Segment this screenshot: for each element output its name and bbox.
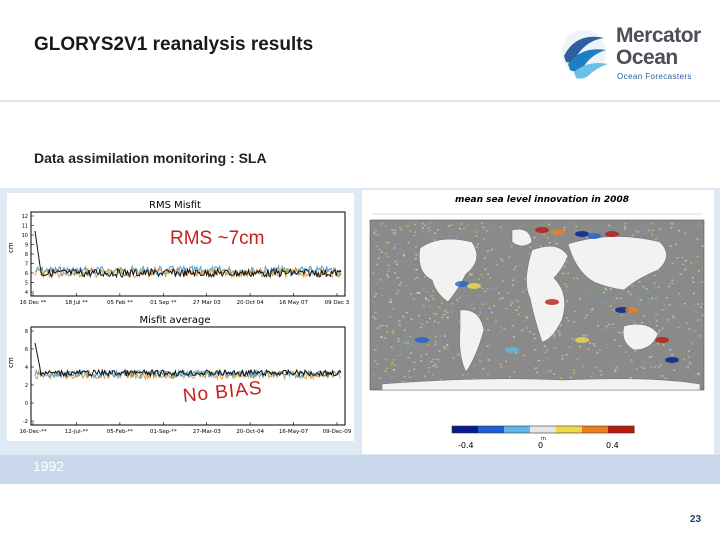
map-anomaly-patches — [415, 227, 679, 363]
rms-series-main — [34, 230, 342, 279]
rms-chart-x-tick-label: 27 Mar 03 — [193, 300, 221, 306]
colorbar-cell — [556, 426, 583, 433]
sla-innovation-map-panel: mean sea level innovation in 2008 — [362, 190, 714, 454]
content-band-footer — [0, 455, 720, 484]
header-divider — [0, 100, 720, 102]
mercator-ocean-logo: Mercator Ocean Ocean Forecasters — [558, 16, 708, 88]
colorbar-cell — [608, 426, 635, 433]
bias-chart-x-tick-label: 05-Feb-** — [107, 429, 133, 435]
misfit-charts-figure: RMS Misfit cm 12 11 10 9 8 7 6 5 4 16 Dec ** 18 J… — [7, 200, 352, 435]
bias-chart-y-ticks: 8 6 4 2 0 -2 — [23, 329, 34, 425]
rms-chart-x-tick-label: 05 Feb ** — [107, 300, 133, 306]
rms-chart-y-ticks: 12 11 10 9 8 7 6 5 4 — [22, 214, 34, 296]
rms-chart-x-tick-label: 18 Jul ** — [65, 300, 88, 306]
bias-chart-x-ticks: 16-Dec-** 12-Jul-** 05-Feb-** 01-Sep-** 27-M… — [19, 422, 352, 435]
colorbar-tick-max: 0.4 — [606, 441, 619, 450]
colorbar-cell — [582, 426, 609, 433]
bias-chart-x-tick-label: 16-Dec-** — [19, 429, 46, 435]
bias-chart-x-tick-label: 09-Dec-09 — [323, 429, 352, 435]
bias-chart-y-tick-label: 0 — [25, 401, 28, 407]
rms-chart-x-tick-label: 09 Dec 3 — [325, 300, 350, 306]
bias-chart-x-tick-label: 12-Jul-** — [65, 429, 89, 435]
rms-annotation: RMS ~7cm — [168, 228, 267, 250]
bias-chart-y-tick-label: -2 — [23, 419, 28, 425]
rms-series-alt — [34, 266, 342, 280]
bias-chart-y-tick-label: 6 — [25, 347, 28, 353]
map-colorbar: -0.4 0 0.4 m — [451, 425, 635, 450]
misfit-charts-panel: RMS Misfit cm 12 11 10 9 8 7 6 5 4 16 Dec ** 18 J… — [7, 193, 354, 441]
rms-chart-y-tick-label: 4 — [25, 290, 28, 296]
rms-chart-y-tick-label: 8 — [25, 252, 28, 258]
rms-chart-y-tick-label: 12 — [22, 214, 28, 220]
rms-chart-y-tick-label: 6 — [25, 271, 28, 277]
bias-chart-y-tick-label: 4 — [25, 365, 28, 371]
map-title: mean sea level innovation in 2008 — [455, 195, 629, 205]
rms-chart-y-tick-label: 10 — [22, 233, 28, 239]
colorbar-unit: m — [541, 436, 546, 442]
year-label: 1992 — [33, 458, 65, 474]
colorbar-cell — [452, 426, 479, 433]
section-subtitle: Data assimilation monitoring : SLA — [34, 150, 267, 166]
rms-chart-y-tick-label: 7 — [25, 262, 28, 268]
bias-chart-x-tick-label: 27-Mar-03 — [193, 429, 221, 435]
rms-chart-x-tick-label: 16 Dec ** — [20, 300, 47, 306]
rms-chart-title: RMS Misfit — [149, 200, 201, 211]
bias-series-main — [34, 342, 342, 378]
rms-chart-y-tick-label: 9 — [25, 243, 28, 249]
logo-text-mercator: Mercator — [616, 24, 701, 47]
bias-chart-title: Misfit average — [140, 315, 211, 326]
rms-chart-x-ticks: 16 Dec ** 18 Jul ** 05 Feb ** 01 Sep ** 27 M… — [20, 293, 350, 306]
bias-chart-ylabel: cm — [7, 357, 15, 368]
logo-text-ocean: Ocean — [616, 46, 678, 69]
rms-chart-x-tick-label: 20 Oct 04 — [237, 300, 265, 306]
bias-chart-x-tick-label: 01-Sep-** — [150, 429, 177, 435]
sla-innovation-map-figure: mean sea level innovation in 2008 — [369, 195, 705, 450]
bias-chart-x-tick-label: 20-Oct-04 — [236, 429, 264, 435]
rms-chart-x-tick-label: 16 May 07 — [279, 300, 308, 306]
colorbar-tick-zero: 0 — [538, 441, 543, 450]
bias-chart-y-tick-label: 8 — [25, 329, 28, 335]
globe-swirl-icon — [562, 30, 608, 79]
rms-chart-x-tick-label: 01 Sep ** — [150, 300, 177, 306]
page-number: 23 — [690, 514, 702, 525]
bias-chart-y-tick-label: 2 — [25, 383, 28, 389]
logo-tagline: Ocean Forecasters — [617, 72, 692, 81]
rms-chart-y-tick-label: 11 — [22, 224, 28, 230]
colorbar-cell — [504, 426, 531, 433]
bias-chart-x-tick-label: 16-May-07 — [279, 429, 309, 435]
colorbar-cell — [478, 426, 505, 433]
map-continents — [381, 228, 701, 391]
rms-chart-y-tick-label: 5 — [25, 281, 28, 287]
rms-chart-frame — [30, 211, 346, 297]
colorbar-cell — [530, 426, 557, 433]
slide-title: GLORYS2V1 reanalysis results — [34, 34, 314, 55]
colorbar-tick-min: -0.4 — [458, 441, 474, 450]
rms-chart-ylabel: cm — [7, 242, 15, 253]
